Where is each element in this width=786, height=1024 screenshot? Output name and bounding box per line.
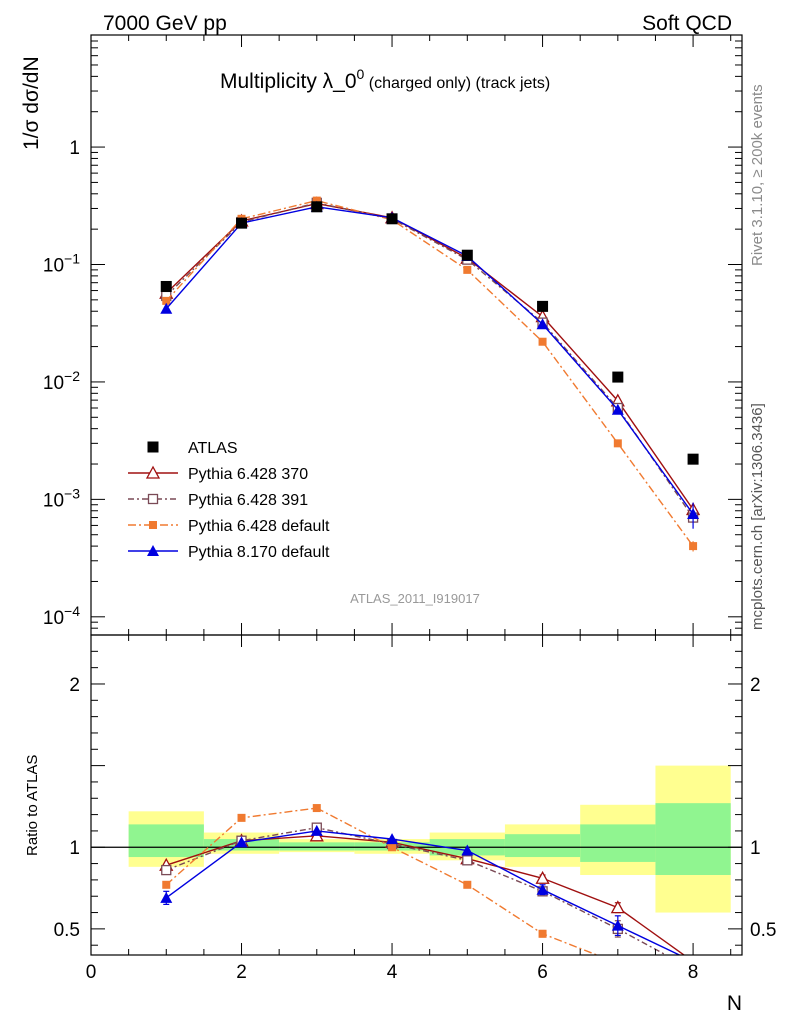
marker-square [311,201,323,213]
y-tick-label: 10−2 [43,368,80,394]
band-green [504,834,581,858]
marker-square [236,217,248,229]
series-line [165,206,694,515]
ratio-tick-label: 0.5 [54,920,80,941]
marker-square [149,521,157,529]
marker-square [538,337,547,346]
ratio-uncertainty-bands [128,765,731,913]
ratio-line [166,826,668,955]
marker-triangle [611,403,624,415]
ratio-tick-label: 2 [69,675,80,696]
marker-square [147,441,159,453]
x-tick-label: 8 [688,962,699,983]
ratio-tick-label-right: 1 [750,838,761,859]
marker-triangle [147,545,159,556]
y-tick-label: 1 [69,138,80,159]
ratio-y-axis-title: Ratio to ATLAS [24,755,41,856]
legend-label: Pythia 6.428 default [188,518,330,535]
marker-square-open [161,864,172,876]
marker-triangle [536,883,549,895]
y-tick-label: 10−4 [43,603,80,629]
y-tick-label: 10−3 [43,485,80,511]
legend-label: Pythia 6.428 370 [188,466,308,483]
legend: ATLAS Pythia 6.428 370 Pythia 6.428 391 Pyt… [128,440,330,561]
x-axis-title: N [727,992,742,1015]
band-green [580,824,656,862]
series-line [165,202,694,510]
ratio-tick-label-right: 0.5 [750,920,776,941]
legend-label: ATLAS [188,440,238,457]
marker-square [160,280,172,292]
marker-square [689,542,698,551]
marker-square [613,439,622,448]
marker-square [537,300,549,312]
y-tick-label: 10−1 [43,250,80,276]
marker-triangle [160,891,173,903]
legend-label: Pythia 6.428 391 [188,492,308,509]
marker-triangle [160,302,173,314]
ratio-tick-label-right: 2 [750,675,761,696]
analysis-id: ATLAS_2011_I919017 [350,591,480,606]
marker-square [312,804,321,813]
marker-triangle [386,833,399,845]
marker-square [237,813,246,822]
band-green [655,803,731,875]
band-green [279,842,355,851]
marker-square [612,371,624,383]
marker-triangle-open [610,900,625,914]
series-line [165,199,694,547]
marker-triangle-open [145,465,161,479]
ratio-line [165,807,599,955]
marker-square [463,880,472,889]
rivet-version-label: Rivet 3.1.10, ≥ 200k events [749,84,766,266]
marker-square [386,213,398,225]
marker-triangle [687,508,700,520]
ratio-tick-label: 1 [69,838,80,859]
marker-square [461,249,473,261]
marker-square-open [462,855,473,866]
plot-title: Multiplicity λ_00 (charged only) (track … [220,66,550,93]
marker-square [463,265,472,274]
marker-triangle [611,919,624,931]
marker-triangle-open [535,870,550,884]
marker-triangle [310,824,323,836]
marker-square-open [147,493,159,505]
marker-triangle [235,836,248,848]
marker-triangle [536,318,549,330]
band-green [128,824,204,858]
marker-square [538,929,547,938]
marker-square [614,959,622,967]
ratio-panel-frame [90,634,743,956]
x-tick-label: 0 [86,962,97,983]
process-label: Soft QCD [642,12,732,35]
top-y-axis-title: 1/σ dσ/dN [20,56,43,150]
marker-triangle [461,844,474,856]
x-tick-label: 4 [387,962,398,983]
legend-label: Pythia 8.170 default [188,544,330,561]
marker-square [687,453,699,465]
x-tick-label: 6 [537,962,548,983]
ratio-line [165,830,682,955]
energy-label: 7000 GeV pp [103,12,227,35]
marker-square [162,296,171,305]
axes: 0 2 4 6 8 1 10−1 10−2 10−3 10−4 0.5 0.5 1 1 2 2 [43,34,776,983]
marker-square [312,196,321,205]
main-panel-series [159,196,701,552]
mcplots-label: mcplots.cern.ch [arXiv:1306.3436] [749,403,766,630]
marker-square [162,880,171,889]
marker-square [388,843,397,852]
ratio-panel-series [159,804,694,967]
x-tick-label: 2 [236,962,247,983]
